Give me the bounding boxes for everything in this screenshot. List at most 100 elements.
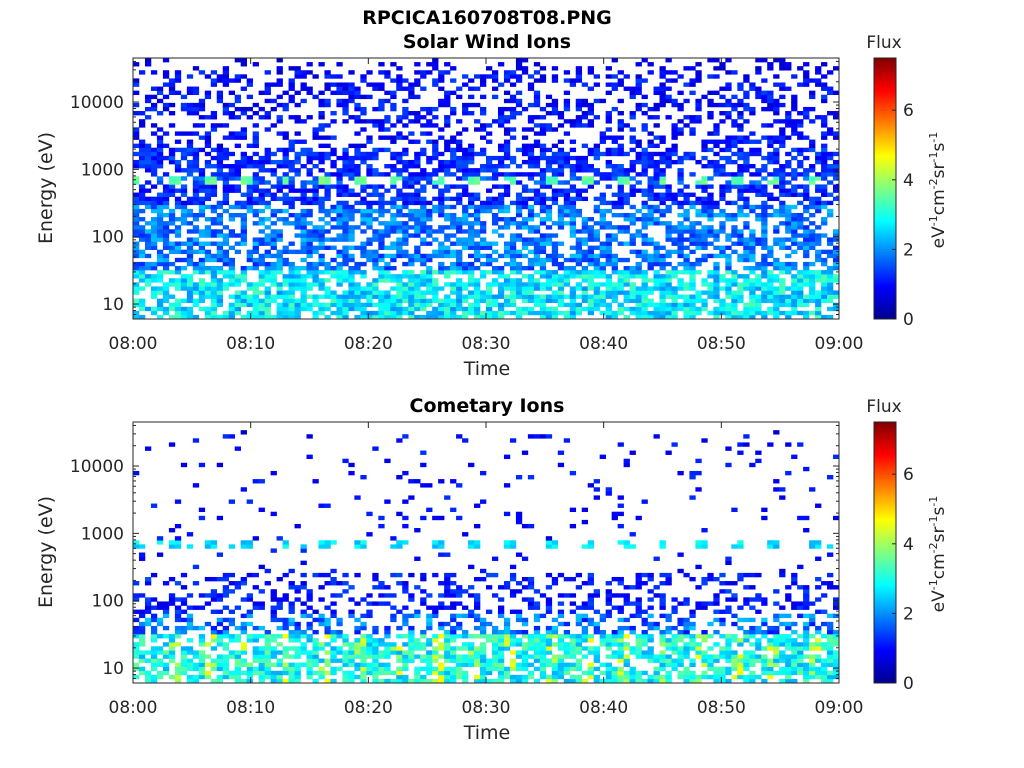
heatmap-cell [677,658,684,663]
heatmap-cell [234,94,241,100]
heatmap-cell [605,225,612,230]
heatmap-cell [240,658,247,663]
heatmap-cell [192,180,200,185]
heatmap-cell [695,233,702,238]
heatmap-cell [521,274,529,279]
heatmap-cell [384,253,391,259]
heatmap-cell [593,237,600,242]
heatmap-cell [312,225,319,230]
heatmap-cell [192,192,200,197]
heatmap-cell [791,102,798,108]
heatmap-cell [210,241,218,246]
heatmap-cell [288,94,295,100]
heatmap-cell [408,302,415,308]
heatmap-cell [138,306,146,312]
heatmap-cell [665,164,672,169]
heatmap-cell [198,98,206,104]
heatmap-cell [396,282,403,287]
heatmap-cell [797,184,804,189]
heatmap-cell [210,188,218,193]
heatmap-cell [731,94,738,100]
heatmap-cell [701,180,708,185]
heatmap-cell [635,82,642,87]
heatmap-cell [743,135,750,140]
heatmap-cell [288,314,295,320]
heatmap-cell [563,678,571,684]
heatmap-cell [360,646,367,651]
heatmap-cell [605,674,612,680]
heatmap-cell [150,86,158,91]
heatmap-cell [138,270,146,275]
heatmap-cell [180,151,188,157]
heatmap-cell [474,658,481,663]
heatmap-cell [282,221,289,226]
heatmap-cell [192,650,200,655]
heatmap-cell [234,282,241,287]
heatmap-cell [144,200,152,206]
heatmap-cell [486,204,493,210]
heatmap-cell [133,151,140,157]
heatmap-cell [282,666,289,672]
heatmap-cell [737,151,744,157]
heatmap-cell [527,294,535,299]
heatmap-cell [803,274,810,279]
heatmap-cell [683,196,690,202]
heatmap-cell [761,155,768,161]
heatmap-cell [486,155,493,161]
heatmap-cell [240,58,247,63]
heatmap-cell [659,94,666,100]
heatmap-cell [144,261,152,267]
heatmap-cell [647,654,654,659]
heatmap-cell [372,184,379,189]
heatmap-cell [444,310,451,316]
heatmap-cell [635,217,642,222]
heatmap-cell [827,151,834,157]
heatmap-cell [521,217,529,222]
heatmap-cell [803,74,810,79]
heatmap-cell [133,298,140,303]
heatmap-cell [450,270,457,275]
heatmap-cell [593,172,600,177]
heatmap-cell [791,298,798,303]
heatmap-cell [491,164,499,169]
heatmap-cell [569,123,577,128]
heatmap-cell [216,229,224,234]
heatmap-cell [186,650,194,655]
heatmap-cell [402,654,409,659]
heatmap-cell [390,294,397,299]
heatmap-cell [587,666,594,672]
heatmap-cell [665,229,672,234]
heatmap-cell [821,135,828,140]
heatmap-cell [725,143,732,149]
heatmap-cell [815,115,822,120]
heatmap-cell [420,257,427,263]
heatmap-cell [426,62,433,67]
heatmap-cell [210,314,218,320]
heatmap-cell [294,172,301,177]
heatmap-cell [474,204,481,210]
heatmap-cell [497,310,505,316]
heatmap-cell [539,180,547,185]
heatmap-cell [288,180,295,185]
heatmap-cell [731,106,738,112]
heatmap-cell [150,274,158,279]
heatmap-cell [563,310,571,316]
heatmap-cell [569,200,577,206]
heatmap-cell [420,666,427,672]
heatmap-cell [635,249,642,255]
heatmap-cell [456,217,463,222]
heatmap-cell [414,298,421,303]
heatmap-cell [551,294,559,299]
heatmap-cell [821,62,828,67]
heatmap-cell [557,204,565,210]
heatmap-cell [246,200,253,206]
heatmap-cell [797,119,804,124]
heatmap-cell [623,278,630,283]
heatmap-cell [665,302,672,308]
heatmap-cell [809,245,816,250]
heatmap-cell [198,70,206,75]
heatmap-cell [833,278,840,283]
heatmap-cell [581,278,589,283]
heatmap-cell [300,294,307,299]
heatmap-cell [444,658,451,663]
